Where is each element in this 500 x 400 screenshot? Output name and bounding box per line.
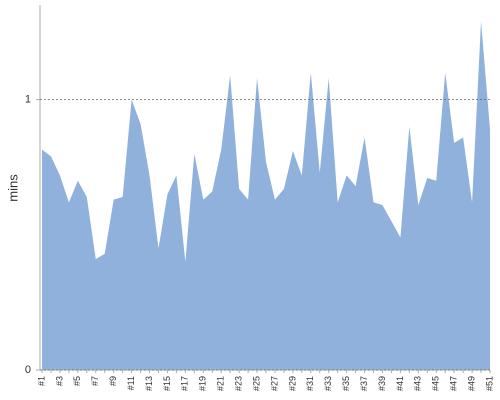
x-tick-label: #43 — [413, 376, 423, 391]
x-tick-label: #19 — [198, 376, 208, 391]
x-tick-label: #51 — [484, 376, 494, 391]
x-tick-label: #35 — [341, 376, 351, 391]
x-tick-label: #9 — [108, 376, 118, 386]
x-tick-label: #17 — [180, 376, 190, 391]
x-tick-label: #41 — [395, 376, 405, 391]
x-tick-label: #13 — [144, 376, 154, 391]
x-tick-label: #3 — [54, 376, 64, 386]
y-axis-label: mins — [5, 174, 20, 202]
x-tick-label: #33 — [323, 376, 333, 391]
x-tick-label: #49 — [466, 376, 476, 391]
x-tick-label: #7 — [90, 376, 100, 386]
x-tick-label: #15 — [162, 376, 172, 391]
x-tick-label: #25 — [251, 376, 261, 391]
x-tick-label: #31 — [305, 376, 315, 391]
x-tick-label: #37 — [359, 376, 369, 391]
area — [42, 21, 490, 370]
y-tick-label: 0 — [25, 364, 31, 376]
x-tick-label: #11 — [126, 376, 136, 390]
x-tick-label: #1 — [36, 376, 46, 386]
x-tick-label: #27 — [269, 376, 279, 391]
x-tick-label: #21 — [216, 376, 226, 391]
x-tick-label: #5 — [72, 376, 82, 386]
y-tick-label: 1 — [25, 94, 31, 106]
x-tick-label: #45 — [431, 376, 441, 391]
x-tick-label: #47 — [449, 376, 459, 391]
x-tick-label: #39 — [377, 376, 387, 391]
x-tick-label: #29 — [287, 376, 297, 391]
x-tick-label: #23 — [233, 376, 243, 391]
